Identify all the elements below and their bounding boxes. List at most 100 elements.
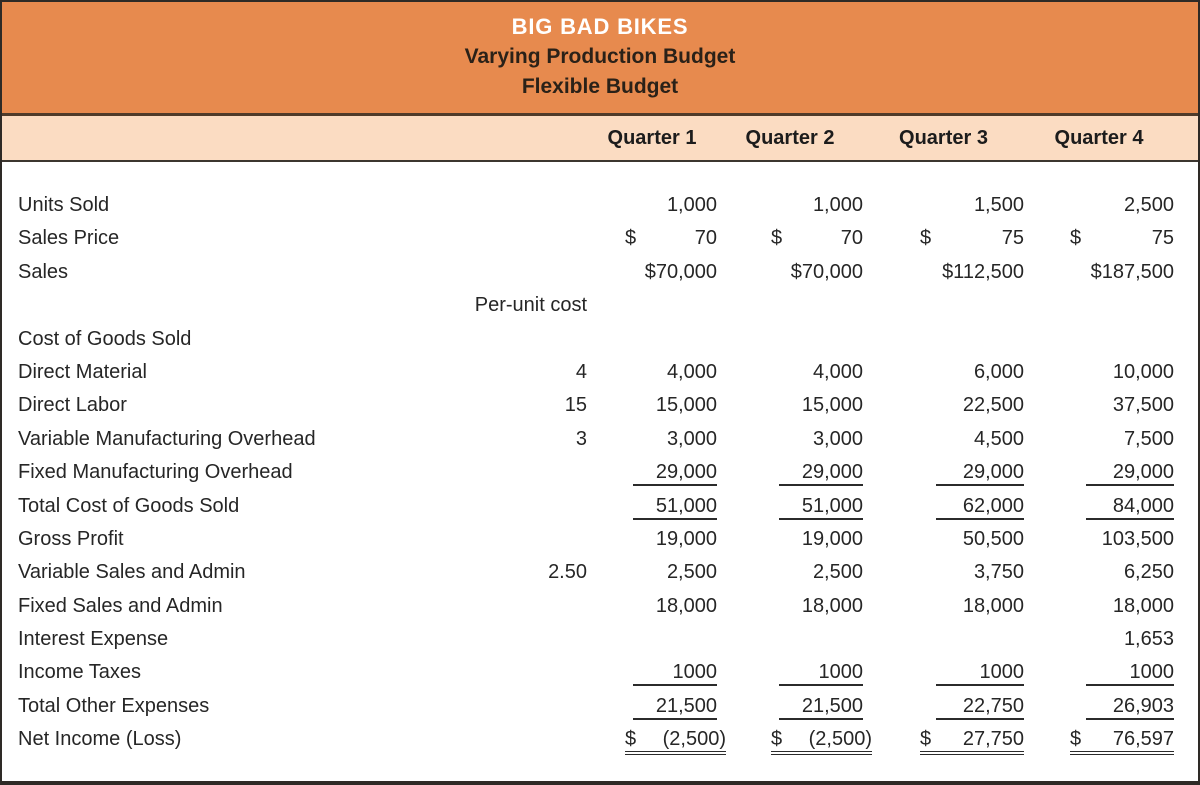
amount-value-underlined: 62,000 (936, 494, 1024, 520)
row-label: Units Sold (18, 194, 110, 216)
quarter-value-cell: $ (2,500) (587, 723, 726, 756)
amount-value: 103,500 (1101, 527, 1174, 550)
table-row: Sales Price $70 $70 $75 $75 (2, 222, 1198, 255)
column-header-band: Quarter 1 Quarter 2 Quarter 3 Quarter 4 (2, 116, 1198, 162)
amount-value: 6,000 (973, 360, 1024, 383)
quarter-value-cell: 51,000 (587, 490, 717, 523)
amount-value: (2,500) (662, 728, 726, 751)
per-unit-cost-header: Per-unit cost (474, 294, 587, 317)
quarter-value-cell: 1,500 (863, 189, 1024, 222)
amount-value: 2,500 (666, 561, 717, 584)
amount-value: 1,653 (1123, 628, 1174, 651)
quarter-value-cell: 1,653 (1024, 623, 1174, 656)
row-label: Interest Expense (18, 628, 169, 651)
amount-value-underlined: 1000 (936, 660, 1024, 687)
per-unit-cell: 15 (564, 394, 587, 417)
amount-value: 15,000 (655, 394, 717, 417)
quarter-value-cell: $27,750 (863, 723, 1024, 756)
dollar-sign: $ (625, 728, 637, 751)
amount-value-underlined: 51,000 (633, 494, 717, 520)
column-header-quarter-2: Quarter 2 (745, 126, 835, 149)
amount-value: 18,000 (655, 594, 717, 617)
dollar-sign: $ (771, 728, 783, 751)
money-amount: $75 (920, 226, 1024, 250)
table-title-band: BIG BAD BIKES Varying Production Budget … (2, 2, 1198, 116)
quarter-value-cell: 15,000 (717, 389, 863, 422)
table-row: Cost of Goods Sold (2, 323, 1198, 356)
title-subtitle-1: Varying Production Budget (464, 45, 736, 68)
quarter-value-cell: $70 (717, 222, 863, 255)
quarter-value-cell: 3,000 (717, 423, 863, 456)
quarter-value-cell: $70,000 (717, 256, 863, 289)
title-subtitle-2: Flexible Budget (521, 75, 679, 98)
amount-value-underlined: 1000 (779, 660, 863, 687)
amount-value-underlined: 22,750 (936, 694, 1024, 720)
quarter-value-cell: 84,000 (1024, 490, 1174, 523)
amount-value-underlined: 21,500 (779, 694, 863, 720)
quarter-value-cell: 51,000 (717, 490, 863, 523)
table-row: Variable Sales and Admin 2.50 2,500 2,500 3,… (2, 556, 1198, 589)
quarter-value-cell: 1,000 (587, 189, 717, 222)
quarter-value-cell: 18,000 (587, 590, 717, 623)
spacer-per-unit-column (438, 127, 587, 150)
table-row: Sales $70,000 $70,000 $112,500 $187,500 (2, 256, 1198, 289)
amount-value: 19,000 (655, 527, 717, 550)
amount-value: 15,000 (801, 394, 863, 417)
amount-value: 18,000 (801, 594, 863, 617)
money-amount: $ (2,500) (771, 727, 872, 756)
quarter-value-cell: 29,000 (587, 456, 717, 489)
money-amount: $27,750 (920, 727, 1024, 756)
column-header-quarter-4: Quarter 4 (1054, 126, 1144, 149)
amount-value: 4,000 (812, 360, 863, 383)
amount-value: 1,000 (666, 194, 717, 216)
quarter-value-cell: 1000 (1024, 656, 1174, 689)
row-label: Gross Profit (18, 527, 124, 550)
row-label: Fixed Manufacturing Overhead (18, 461, 293, 484)
quarter-value-cell: $75 (1024, 222, 1174, 255)
quarter-value-cell: 22,750 (863, 690, 1024, 723)
amount-value-underlined: 29,000 (779, 460, 863, 487)
table-row: Direct Material 4 4,000 4,000 6,000 10,000 (2, 356, 1198, 389)
quarter-value-cell: 18,000 (717, 590, 863, 623)
quarter-value-cell: 29,000 (717, 456, 863, 489)
amount-value-underlined: 51,000 (779, 494, 863, 520)
amount-value: 75 (1001, 227, 1024, 250)
dollar-sign: $ (920, 227, 932, 250)
per-unit-cell: 3 (575, 427, 587, 450)
table-row: Units Sold 1,000 1,000 1,500 2,500 (2, 189, 1198, 222)
amount-value: 4,000 (666, 360, 717, 383)
budget-table-body: Units Sold 1,000 1,000 1,500 2,500 Sales Pric… (2, 162, 1198, 781)
amount-value: 6,250 (1123, 561, 1174, 584)
company-name: BIG BAD BIKES (511, 14, 689, 39)
quarter-value-cell: $70 (587, 222, 717, 255)
amount-value-underlined: 29,000 (936, 460, 1024, 487)
amount-value: 76,597 (1112, 728, 1174, 751)
quarter-value-cell: 2,500 (1024, 189, 1174, 222)
amount-value: 10,000 (1112, 360, 1174, 383)
money-amount: $70 (771, 226, 863, 250)
row-label: Variable Sales and Admin (18, 561, 246, 584)
amount-value: 7,500 (1123, 427, 1174, 450)
quarter-value-cell: 50,500 (863, 523, 1024, 556)
row-label: Income Taxes (18, 661, 142, 684)
money-amount: $76,597 (1070, 727, 1174, 756)
quarter-value-cell: 18,000 (863, 590, 1024, 623)
dollar-sign: $ (920, 728, 932, 751)
quarter-value-cell: $187,500 (1024, 256, 1174, 289)
row-label: Net Income (Loss) (18, 728, 182, 751)
amount-value-underlined: 1000 (633, 660, 717, 687)
quarter-value-cell: 103,500 (1024, 523, 1174, 556)
quarter-value-cell: 10,000 (1024, 356, 1174, 389)
quarter-value-cell: 4,500 (863, 423, 1024, 456)
row-label: Sales Price (18, 227, 120, 250)
quarter-value-cell: 15,000 (587, 389, 717, 422)
row-label: Direct Labor (18, 394, 127, 417)
quarter-value-cell: 1000 (717, 656, 863, 689)
quarter-value-cell: 4,000 (587, 356, 717, 389)
row-label: Variable Manufacturing Overhead (18, 427, 316, 450)
quarter-value-cell: 62,000 (863, 490, 1024, 523)
amount-value: 50,500 (962, 527, 1024, 550)
dollar-sign: $ (771, 227, 783, 250)
quarter-value-cell: 1000 (863, 656, 1024, 689)
